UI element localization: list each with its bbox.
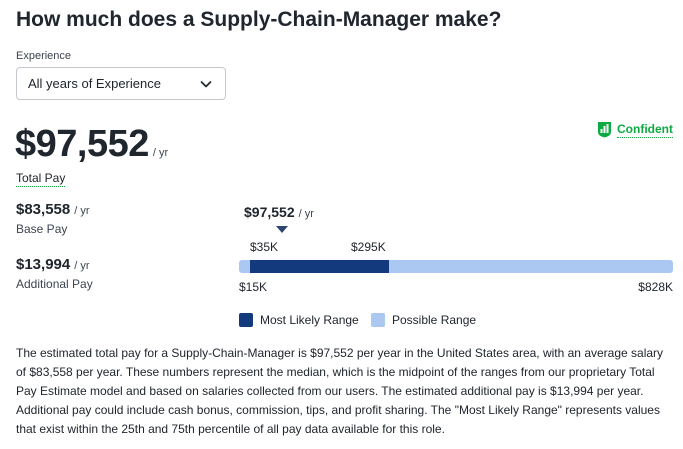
base-pay-unit: / yr	[74, 205, 90, 217]
total-pay-label[interactable]: Total Pay	[16, 171, 66, 187]
median-pay-value: $97,552	[244, 204, 295, 220]
possible-low-tick: $15K	[239, 280, 268, 294]
likely-low-tick: $35K	[250, 240, 279, 254]
additional-pay-label: Additional Pay	[16, 277, 93, 291]
bar-chart-shield-icon	[598, 122, 611, 138]
experience-label: Experience	[16, 50, 72, 62]
legend-possible-label: Possible Range	[392, 313, 477, 327]
additional-pay-value: $13,994	[16, 256, 71, 273]
experience-select-value: All years of Experience	[28, 76, 161, 91]
experience-select[interactable]: All years of Experience	[16, 67, 226, 100]
confidence-label: Confident	[617, 121, 673, 138]
base-pay-row: $83,558 / yr	[16, 201, 90, 218]
median-marker	[276, 226, 288, 233]
median-pay-unit: / yr	[298, 208, 314, 220]
additional-pay-unit: / yr	[74, 260, 90, 272]
total-pay-unit: / yr	[152, 147, 169, 159]
base-pay-label: Base Pay	[16, 222, 68, 236]
legend-likely-label: Most Likely Range	[260, 313, 359, 327]
total-pay-value: $97,552	[15, 123, 149, 165]
page-title: How much does a Supply-Chain-Manager mak…	[16, 8, 502, 31]
likely-range-bar	[250, 260, 389, 273]
legend-likely-swatch	[239, 313, 253, 327]
median-pay: $97,552 / yr	[244, 204, 314, 220]
likely-high-tick: $295K	[351, 240, 386, 254]
legend-possible-swatch	[371, 313, 385, 327]
pay-description: The estimated total pay for a Supply-Cha…	[16, 346, 664, 436]
legend-possible: Possible Range	[371, 313, 476, 327]
total-pay-amount: $97,552 / yr	[15, 123, 168, 166]
legend-likely: Most Likely Range	[239, 313, 359, 327]
chevron-down-icon	[200, 80, 212, 87]
confidence-indicator[interactable]: Confident	[597, 121, 673, 138]
base-pay-block: $83,558 / yr Base Pay	[16, 201, 90, 236]
possible-range-bar	[239, 260, 673, 273]
base-pay-value: $83,558	[16, 201, 71, 218]
additional-pay-block: $13,994 / yr Additional Pay	[16, 256, 93, 291]
additional-pay-row: $13,994 / yr	[16, 256, 93, 273]
possible-high-tick: $828K	[638, 280, 673, 294]
